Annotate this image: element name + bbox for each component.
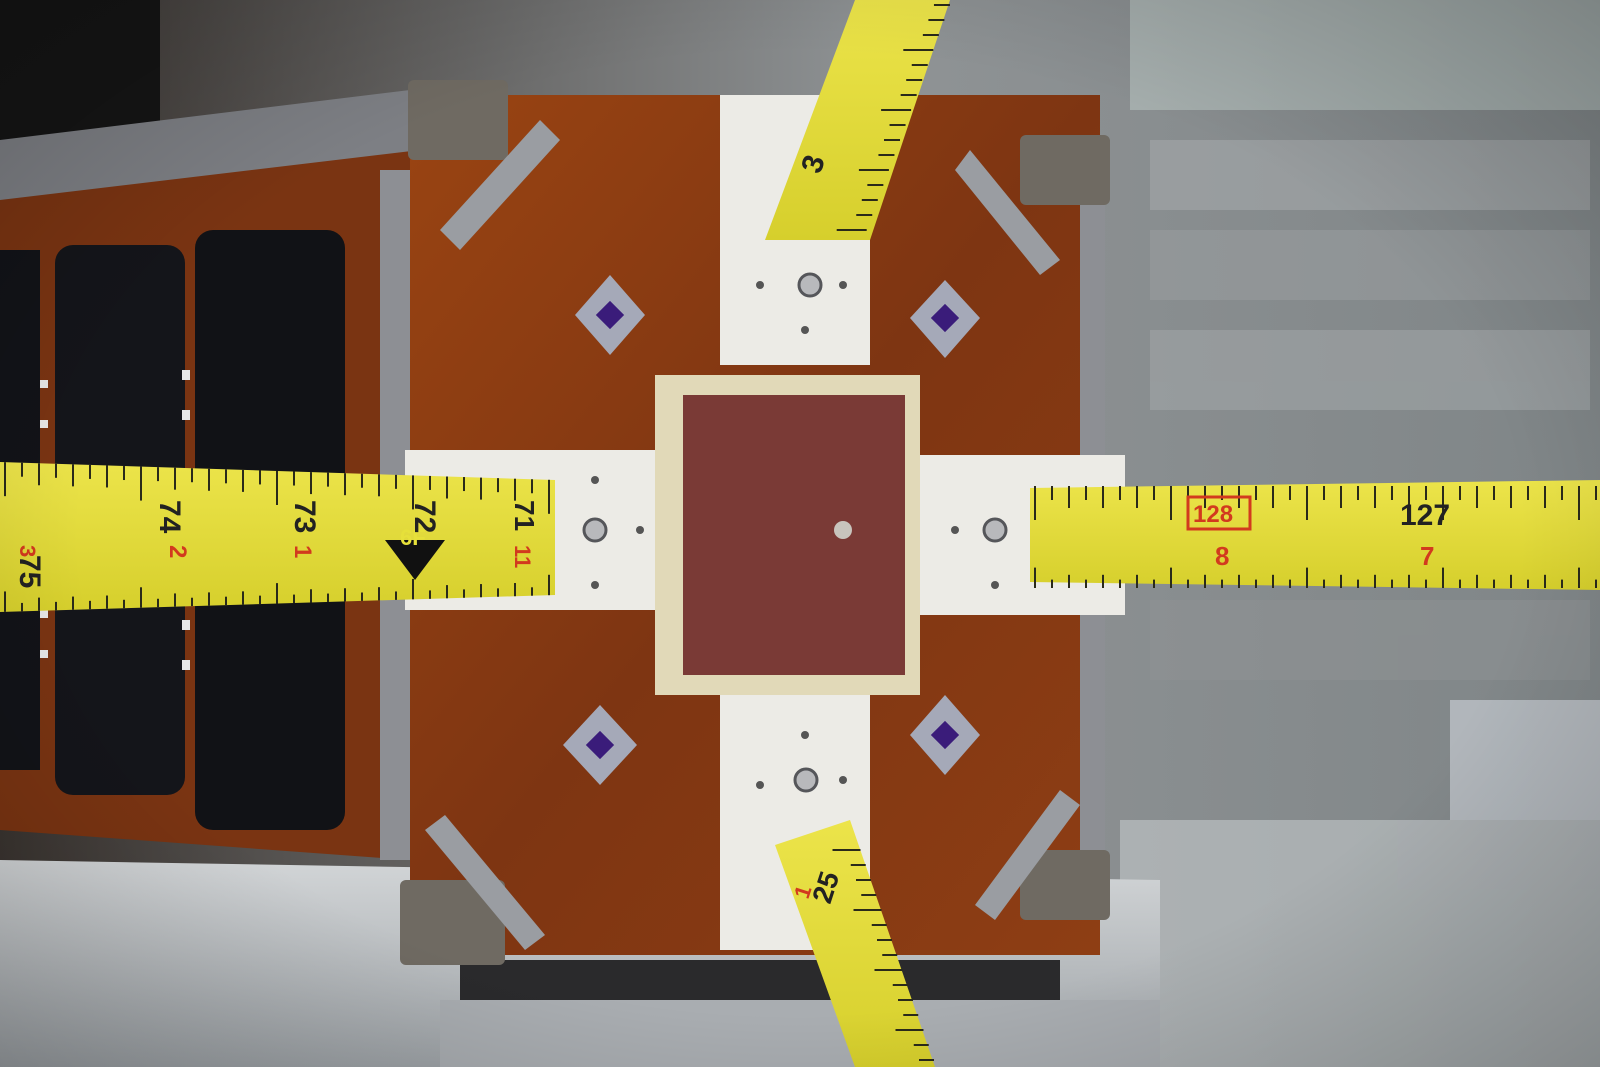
photo-canvas: 6F 75 74 73 72 71 3 2 1 11 128 127 8 7 3… [0, 0, 1600, 1067]
vignette [0, 0, 1600, 1067]
